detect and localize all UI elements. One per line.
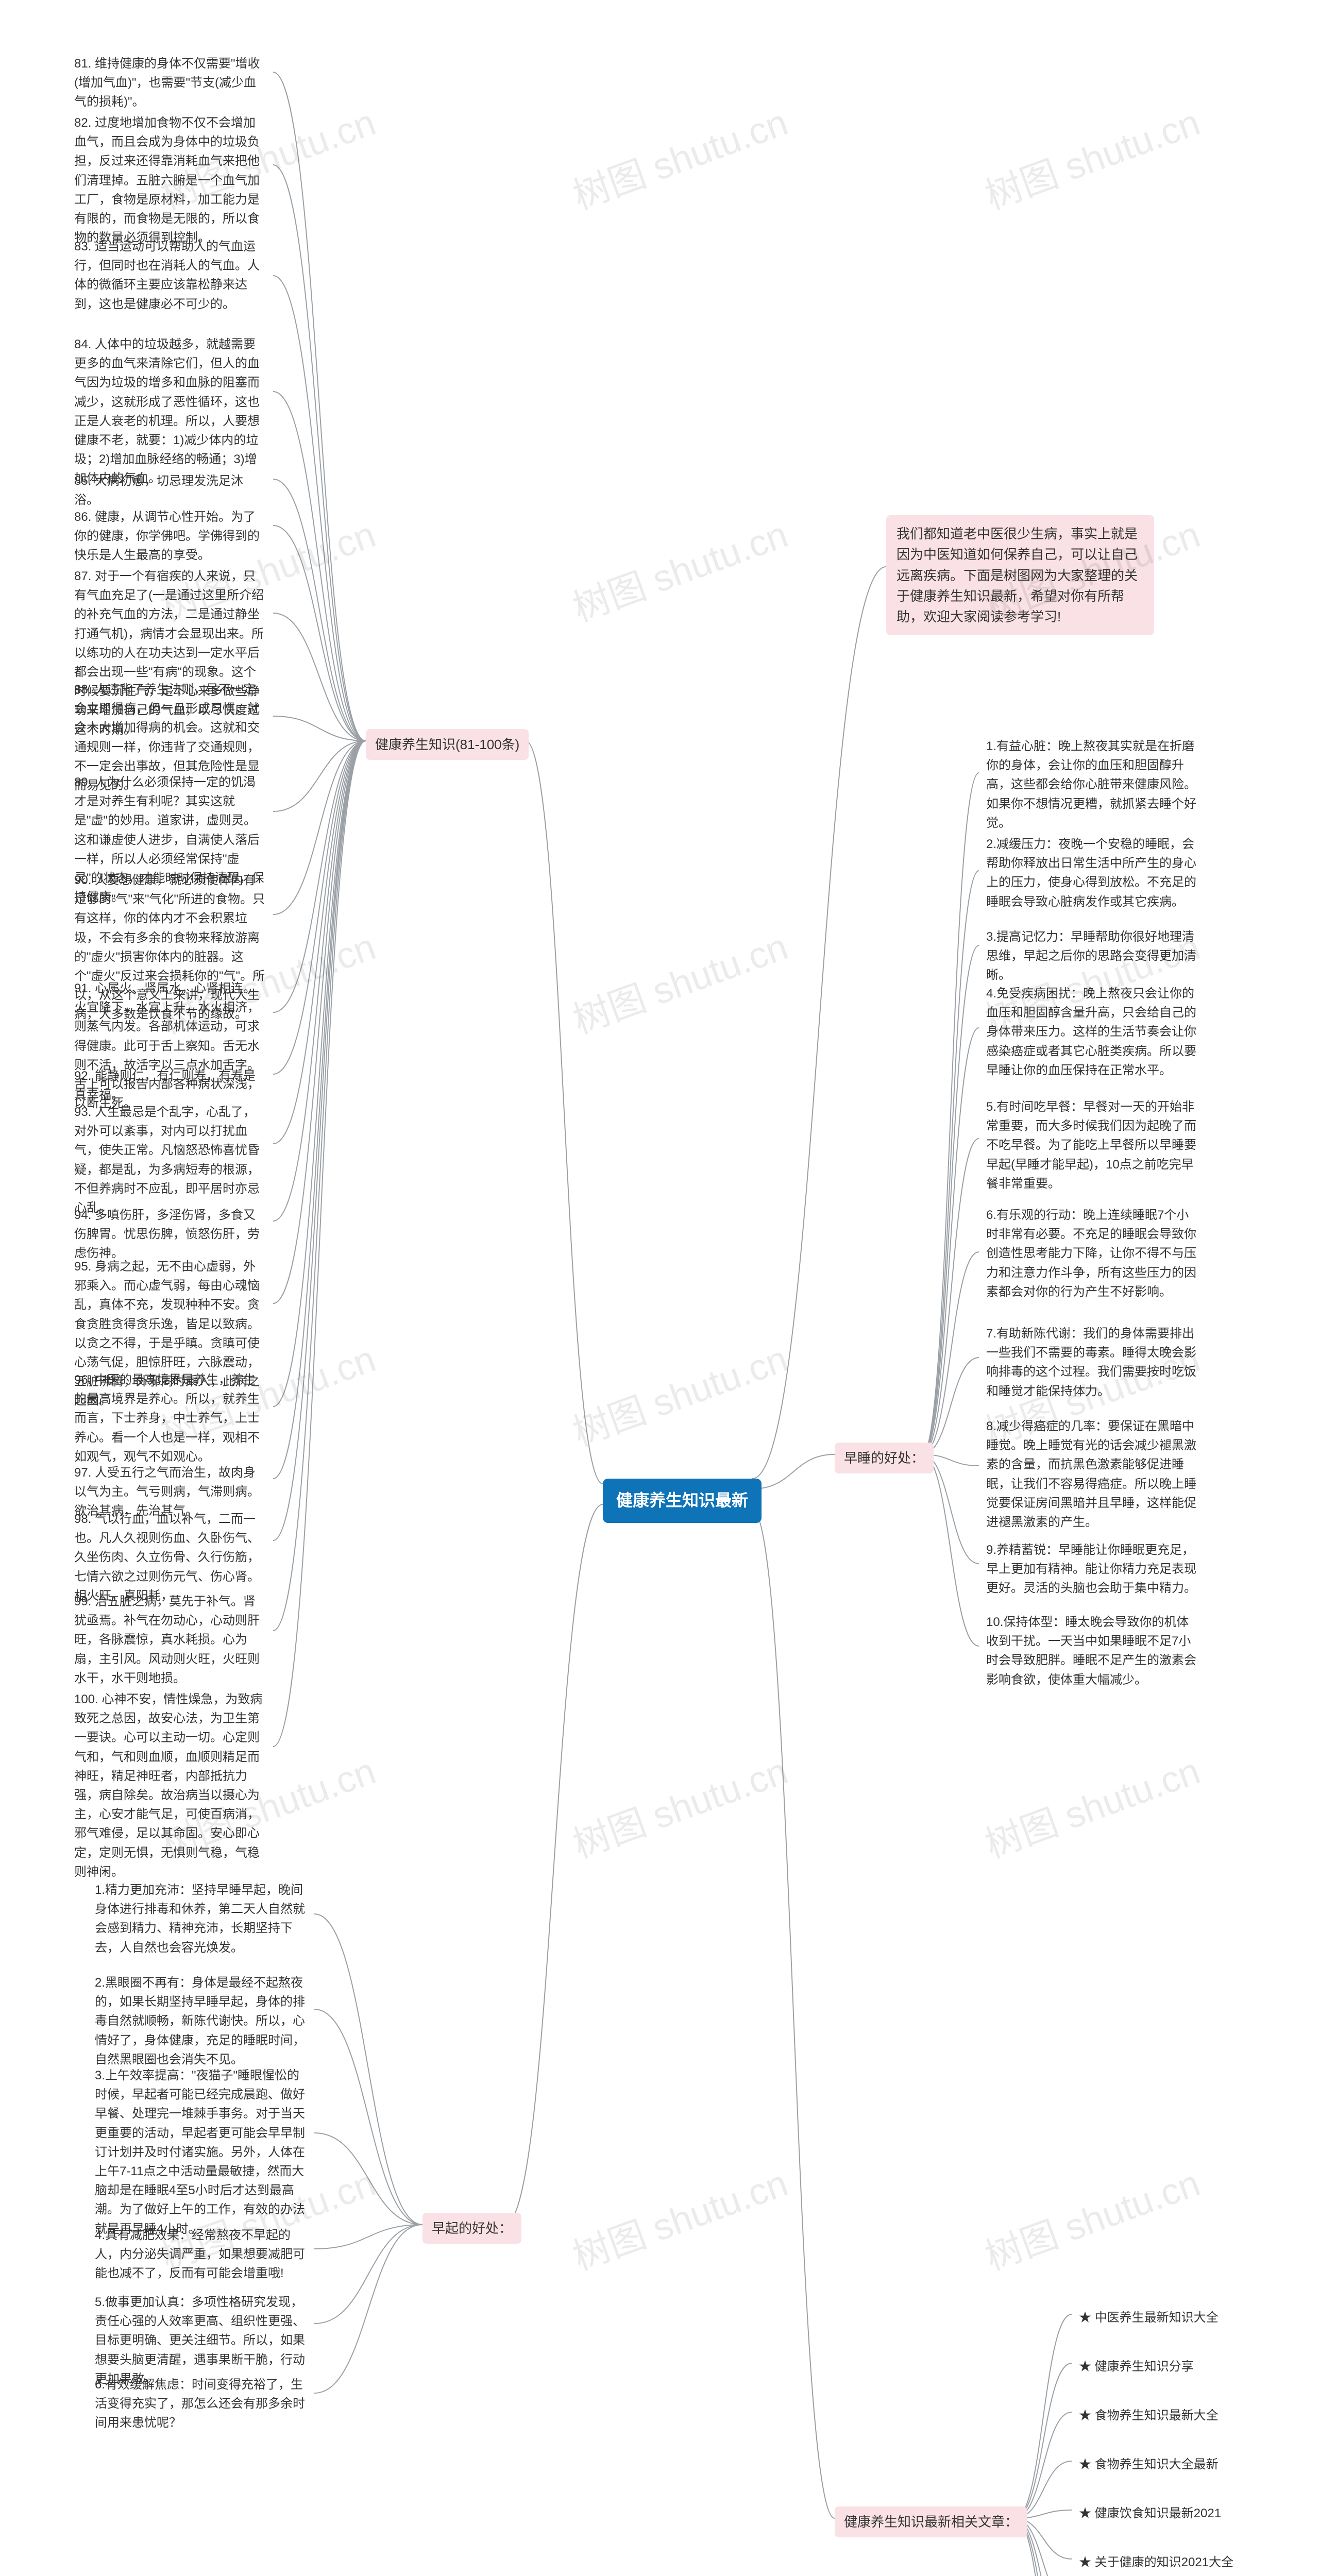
knowledge-item-86: 86. 健康，从调节心性开始。为了你的健康，你学佛吧。学佛得到的快乐是人生最高的… bbox=[67, 502, 273, 570]
early-rise-item-2: 2.黑眼圈不再有：身体是最经不起熬夜的，如果长期坚持早睡早起，身体的排毒自然就顺… bbox=[88, 1968, 314, 2074]
early-sleep-item-5: 5.有时间吃早餐：早餐对一天的开始非常重要，而大多时候我们因为起晚了而不吃早餐。… bbox=[979, 1092, 1206, 1198]
early-sleep-item-4: 4.免受疾病困扰：晚上熬夜只会让你的血压和胆固醇含量升高，只会给自己的身体带来压… bbox=[979, 979, 1206, 1085]
related-item-2: ★ 健康养生知识分享 bbox=[1072, 2352, 1242, 2381]
related-item-1: ★ 中医养生最新知识大全 bbox=[1072, 2303, 1242, 2332]
early-rise-item-4: 4.具有减肥效果：经常熬夜不早起的人，内分泌失调严重，如果想要减肥可能也减不了，… bbox=[88, 2221, 314, 2289]
branch-knowledge: 健康养生知识(81-100条) bbox=[366, 729, 529, 760]
knowledge-item-81: 81. 维持健康的身体不仅需要"增收(增加气血)"，也需要"节支(减少血气的损耗… bbox=[67, 49, 273, 117]
branch-early-rise: 早起的好处： bbox=[422, 2213, 521, 2244]
knowledge-item-82: 82. 过度地增加食物不仅不会增加血气，而且会成为身体中的垃圾负担，反过来还得靠… bbox=[67, 108, 273, 252]
branch-related: 健康养生知识最新相关文章： bbox=[835, 2506, 1027, 2537]
related-item-3: ★ 食物养生知识最新大全 bbox=[1072, 2401, 1242, 2430]
intro-paragraph: 我们都知道老中医很少生病，事实上就是因为中医知道如何保养自己，可以让自己远离疾病… bbox=[886, 515, 1154, 635]
root-node: 健康养生知识最新 bbox=[603, 1479, 762, 1523]
early-sleep-item-2: 2.减缓压力：夜晚一个安稳的睡眠，会帮助你释放出日常生活中所产生的身心上的压力，… bbox=[979, 829, 1206, 917]
branch-knowledge-label: 健康养生知识(81-100条) bbox=[375, 737, 519, 752]
intro-text: 我们都知道老中医很少生病，事实上就是因为中医知道如何保养自己，可以让自己远离疾病… bbox=[897, 526, 1138, 624]
branch-early-sleep-label: 早睡的好处： bbox=[844, 1450, 924, 1466]
early-sleep-item-1: 1.有益心脏：晚上熬夜其实就是在折磨你的身体，会让你的血压和胆固醇升高，这些都会… bbox=[979, 732, 1206, 838]
early-sleep-item-9: 9.养精蓄锐：早睡能让你睡眠更充足，早上更加有精神。能让你精力充足表现更好。灵活… bbox=[979, 1535, 1206, 1603]
related-item-6: ★ 关于健康的知识2021大全 bbox=[1072, 2548, 1242, 2576]
branch-early-rise-label: 早起的好处： bbox=[432, 2221, 512, 2236]
knowledge-item-96: 96. 中医的最高境界是养生，养生的最高境界是养心。所以，就养生而言，下士养身，… bbox=[67, 1365, 273, 1471]
knowledge-item-99: 99. 治五脏之病，莫先于补气。肾犹亟焉。补气在勿动心，心动则肝旺，各脉震惊，真… bbox=[67, 1587, 273, 1693]
root-label: 健康养生知识最新 bbox=[616, 1491, 748, 1510]
branch-early-sleep: 早睡的好处： bbox=[835, 1443, 934, 1473]
early-sleep-item-10: 10.保持体型：睡太晚会导致你的机体收到干扰。一天当中如果睡眠不足7小时会导致肥… bbox=[979, 1607, 1206, 1694]
early-rise-item-1: 1.精力更加充沛：坚持早睡早起，晚间身体进行排毒和休养，第二天人自然就会感到精力… bbox=[88, 1875, 314, 1962]
related-item-5: ★ 健康饮食知识最新2021 bbox=[1072, 2499, 1242, 2528]
knowledge-item-100: 100. 心神不安，情性燥急，为致病致死之总因，故安心法，为卫生第一要诀。心可以… bbox=[67, 1685, 273, 1887]
branch-related-label: 健康养生知识最新相关文章： bbox=[844, 2514, 1018, 2530]
early-sleep-item-8: 8.减少得癌症的几率：要保证在黑暗中睡觉。晚上睡觉有光的话会减少褪黑激素的含量，… bbox=[979, 1412, 1206, 1537]
early-rise-item-6: 6.有效缓解焦虑：时间变得充裕了，生活变得充实了，那怎么还会有那多余时间用来患忧… bbox=[88, 2370, 314, 2438]
related-item-4: ★ 食物养生知识大全最新 bbox=[1072, 2450, 1242, 2479]
knowledge-item-83: 83. 适当运动可以帮助人的气血运行，但同时也在消耗人的气血。人体的微循环主要应… bbox=[67, 232, 273, 319]
early-sleep-item-6: 6.有乐观的行动：晚上连续睡眠7个小时非常有必要。不充足的睡眠会导致你创造性思考… bbox=[979, 1200, 1206, 1307]
early-sleep-item-7: 7.有助新陈代谢：我们的身体需要排出一些我们不需要的毒素。睡得太晚会影响排毒的这… bbox=[979, 1319, 1206, 1406]
early-rise-item-3: 3.上午效率提高："夜猫子"睡眼惺忪的时候，早起者可能已经完成晨跑、做好早餐、处… bbox=[88, 2061, 314, 2244]
